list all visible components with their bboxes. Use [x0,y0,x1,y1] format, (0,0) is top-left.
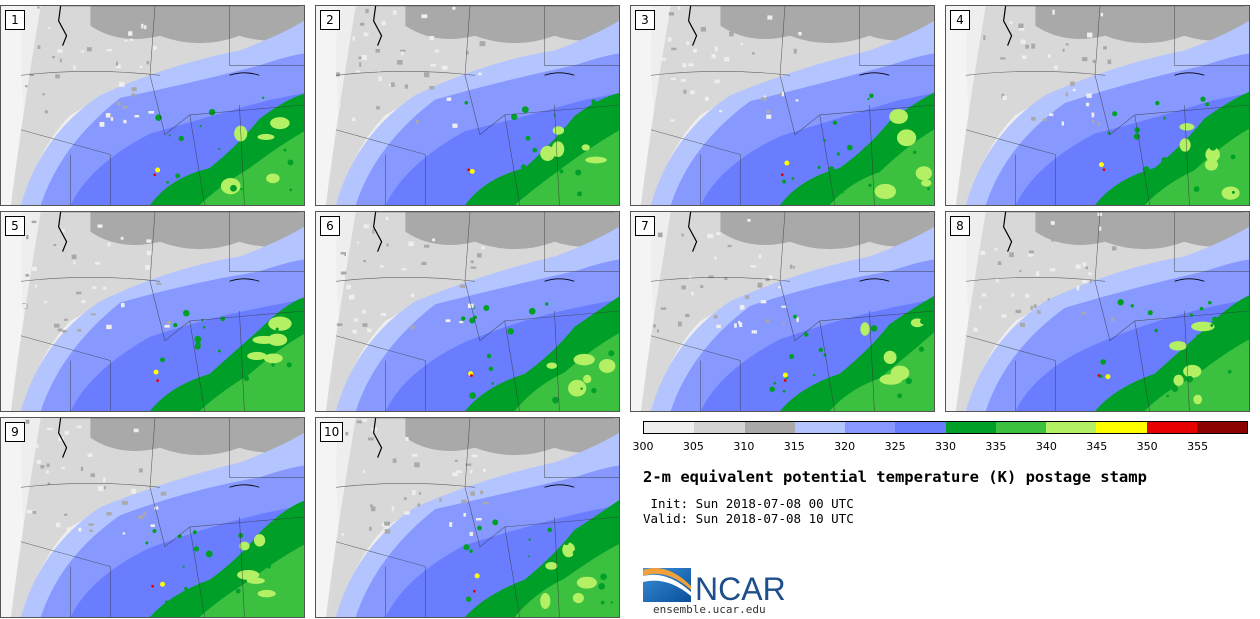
colorbar-tick-label: 305 [682,440,704,453]
colorbar-segment [945,422,996,433]
theta-e-map [946,6,1249,205]
colorbar-segment [845,422,896,433]
panel-number: 1 [5,10,25,30]
stamp-panel: 2 [315,5,620,206]
colorbar-tick-label: 335 [985,440,1007,453]
stamp-panel: 6 [315,211,620,412]
stamp-panel: 10 [315,417,620,618]
colorbar-tick-label: 350 [1136,440,1158,453]
colorbar-segment [1096,422,1147,433]
colorbar [643,421,1248,434]
panel-number: 8 [950,216,970,236]
colorbar-segment [995,422,1046,433]
stamp-panel: 4 [945,5,1250,206]
theta-e-map [1,418,304,617]
colorbar-tick-label: 345 [1086,440,1108,453]
theta-e-map [316,418,619,617]
colorbar-segment [794,422,845,433]
init-time: Init: Sun 2018-07-08 00 UTC [643,496,854,511]
panel-number: 10 [320,422,344,442]
panel-number: 5 [5,216,25,236]
panel-number: 6 [320,216,340,236]
colorbar-segment [744,422,795,433]
theta-e-map [946,212,1249,411]
theta-e-map [1,212,304,411]
colorbar-tick-label: 315 [783,440,805,453]
stamp-panel: 5 [0,211,305,412]
theta-e-map [631,212,934,411]
stamp-panel: 9 [0,417,305,618]
theta-e-map [316,212,619,411]
theta-e-map [1,6,304,205]
svg-text:NCAR: NCAR [695,571,786,606]
valid-time: Valid: Sun 2018-07-08 10 UTC [643,511,854,526]
ncar-logo: NCAR [643,568,786,606]
panel-number: 3 [635,10,655,30]
colorbar-tick-label: 320 [834,440,856,453]
theta-e-map [631,6,934,205]
stamp-panel: 3 [630,5,935,206]
colorbar-tick-label: 310 [733,440,755,453]
colorbar-tick-label: 325 [884,440,906,453]
colorbar-segment [694,422,745,433]
colorbar-tick-label: 340 [1035,440,1057,453]
colorbar-segment [895,422,946,433]
colorbar-segment [644,422,695,433]
logo-url: ensemble.ucar.edu [653,603,766,616]
colorbar-segment [1046,422,1097,433]
panel-number: 4 [950,10,970,30]
colorbar-tick-label: 355 [1187,440,1209,453]
colorbar-tick-label: 300 [632,440,654,453]
theta-e-map [316,6,619,205]
panel-number: 7 [635,216,655,236]
stamp-panel: 7 [630,211,935,412]
panel-number: 9 [5,422,25,442]
colorbar-tick-label: 330 [935,440,956,453]
colorbar-segment [1196,422,1247,433]
panel-number: 2 [320,10,340,30]
colorbar-segment [1146,422,1197,433]
figure-title: 2-m equivalent potential temperature (K)… [643,468,1147,486]
stamp-panel: 8 [945,211,1250,412]
stamp-panel: 1 [0,5,305,206]
colorbar-ticks: 300 305 310 315 320 325 330 335 340 345 350 355 [633,440,1248,454]
